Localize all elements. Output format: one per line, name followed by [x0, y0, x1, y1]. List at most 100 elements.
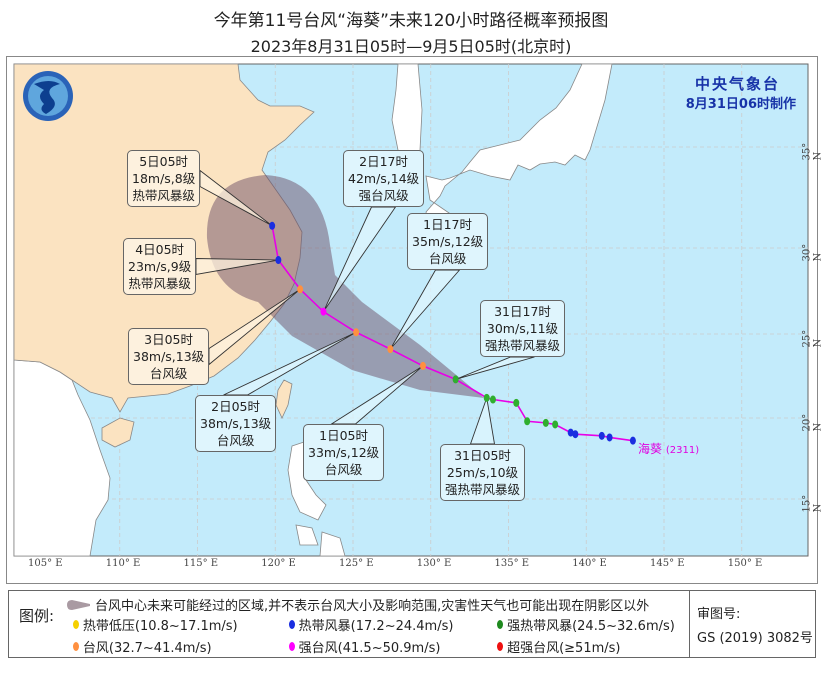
cma-logo — [23, 71, 73, 121]
longitude-label: 115° E — [183, 558, 219, 569]
typhoon-symbol-icon — [288, 642, 295, 651]
legend-item-label: 台风(32.7~41.4m/s) — [82, 641, 212, 656]
typhoon-name-label: 海葵 (2311) — [638, 440, 699, 457]
track-point — [387, 345, 394, 354]
legend-item-label: 强热带风暴(24.5~32.6m/s) — [507, 619, 675, 634]
legend-item-label: 超强台风(≥51m/s) — [507, 641, 621, 656]
forecast-time: 5日05时 — [139, 154, 189, 169]
typhoon-symbol-icon — [497, 620, 504, 629]
forecast-category: 强台风级 — [358, 188, 409, 203]
forecast-label: 4日05时 23m/s,9级 热带风暴级 — [123, 238, 197, 295]
forecast-label: 3日05时 38m/s,13级 台风级 — [128, 328, 210, 385]
track-point — [269, 221, 276, 230]
latitude-label: 30° N — [801, 243, 822, 262]
track-point — [275, 256, 282, 265]
forecast-category: 台风级 — [428, 251, 467, 266]
forecast-time: 4日05时 — [135, 242, 185, 257]
track-point — [572, 430, 579, 439]
forecast-label: 2日05时 38m/s,13级 台风级 — [195, 395, 277, 452]
track-point — [606, 433, 613, 442]
forecast-category: 热带风暴级 — [128, 276, 191, 291]
track-point — [598, 431, 605, 440]
typhoon-id: (2311) — [665, 445, 700, 456]
track-point — [419, 361, 426, 370]
track-point — [629, 436, 636, 445]
forecast-category: 强热带风暴级 — [485, 338, 561, 353]
forecast-label: 1日17时 35m/s,12级 台风级 — [407, 213, 489, 270]
longitude-label: 110° E — [105, 558, 141, 569]
forecast-speed: 25m/s,10级 — [446, 465, 519, 480]
forecast-label: 5日05时 18m/s,8级 热带风暴级 — [127, 150, 201, 207]
typhoon-symbol-icon — [288, 620, 295, 629]
track-point — [552, 420, 559, 429]
legend-cone: 台风中心未来可能经过的区域,并不表示台风大小及影响范围,灾害性天气也可能出现在阴… — [65, 595, 649, 614]
forecast-speed: 38m/s,13级 — [133, 349, 205, 364]
japan-land — [425, 63, 613, 263]
taiwan-land — [275, 379, 293, 419]
forecast-speed: 38m/s,13级 — [200, 416, 272, 431]
latitude-label: 20° N — [801, 413, 822, 432]
latitude-label: 25° N — [801, 329, 822, 348]
legend-item-label: 热带低压(10.8~17.1m/s) — [82, 619, 238, 634]
typhoon-symbol-icon — [72, 642, 79, 651]
forecast-speed: 33m/s,12级 — [308, 445, 380, 460]
track-point — [320, 307, 327, 316]
longitude-label: 120° E — [261, 558, 296, 569]
longitude-label: 145° E — [650, 558, 685, 569]
forecast-time: 1日17时 — [423, 217, 473, 232]
forecast-label: 2日17时 42m/s,14级 强台风级 — [343, 150, 425, 207]
track-points — [269, 221, 636, 445]
forecast-category: 台风级 — [216, 433, 255, 448]
latitude-label: 35° N — [801, 142, 822, 161]
label-pointer — [455, 356, 535, 380]
forecast-label: 31日17时 30m/s,11级 强热带风暴级 — [480, 300, 566, 357]
legend-item: 热带低压(10.8~17.1m/s) — [72, 615, 238, 634]
track-point — [483, 393, 490, 402]
legend-item: 强热带风暴(24.5~32.6m/s) — [497, 615, 675, 634]
label-pointers — [195, 169, 535, 445]
track-point — [513, 398, 520, 407]
map-frame — [6, 56, 818, 584]
forecast-speed: 30m/s,11级 — [486, 321, 559, 336]
typhoon-symbol-icon — [72, 620, 79, 629]
legend-item: 台风(32.7~41.4m/s) — [72, 637, 212, 656]
track-point — [567, 428, 574, 437]
forecast-speed: 35m/s,12级 — [412, 234, 484, 249]
typhoon-symbol-icon — [497, 642, 504, 651]
legend-title: 图例: — [19, 607, 55, 625]
forecast-category: 台风级 — [324, 462, 363, 477]
track-point — [452, 375, 459, 384]
map-subtitle: 2023年8月31日05时—9月5日05时(北京时) — [250, 37, 572, 56]
longitude-label: 150° E — [727, 558, 763, 569]
legend-item: 超强台风(≥51m/s) — [497, 637, 621, 656]
legend-item: 热带风暴(17.2~24.4m/s) — [288, 615, 453, 634]
legend-item: 强台风(41.5~50.9m/s) — [288, 637, 440, 656]
hainan-land — [101, 417, 135, 448]
forecast-time: 31日05时 — [454, 448, 511, 463]
label-pointer — [389, 269, 461, 350]
forecast-speed: 23m/s,9级 — [128, 259, 192, 274]
forecast-category: 强热带风暴级 — [445, 482, 521, 497]
typhoon-name: 海葵 — [638, 442, 663, 456]
forecast-category: 台风级 — [149, 366, 188, 381]
forecast-speed: 18m/s,8级 — [132, 171, 196, 186]
forecast-time: 2日05时 — [211, 399, 261, 414]
label-pointer — [323, 206, 397, 312]
forecast-time: 1日05时 — [319, 428, 369, 443]
longitude-label: 105° E — [28, 558, 63, 569]
cone-swatch-icon — [67, 599, 90, 610]
forecast-category: 热带风暴级 — [132, 188, 195, 203]
agency-name: 中央气象台 — [694, 75, 780, 93]
track-point — [297, 285, 304, 294]
approval-label: 审图号: — [697, 607, 741, 622]
approval-number: GS (2019) 3082号 — [697, 631, 813, 646]
legend: 图例: 台风中心未来可能经过的区域,并不表示台风大小及影响范围,灾害性天气也可能… — [8, 590, 690, 658]
track-point — [542, 418, 549, 427]
forecast-time: 31日17时 — [494, 304, 551, 319]
forecast-speed: 42m/s,14级 — [348, 171, 420, 186]
map-title: 今年第11号台风“海葵”未来120小时路径概率预报图 — [213, 11, 609, 31]
forecast-label: 1日05时 33m/s,12级 台风级 — [303, 424, 385, 481]
longitude-label: 140° E — [572, 558, 607, 569]
track-point — [489, 395, 496, 404]
